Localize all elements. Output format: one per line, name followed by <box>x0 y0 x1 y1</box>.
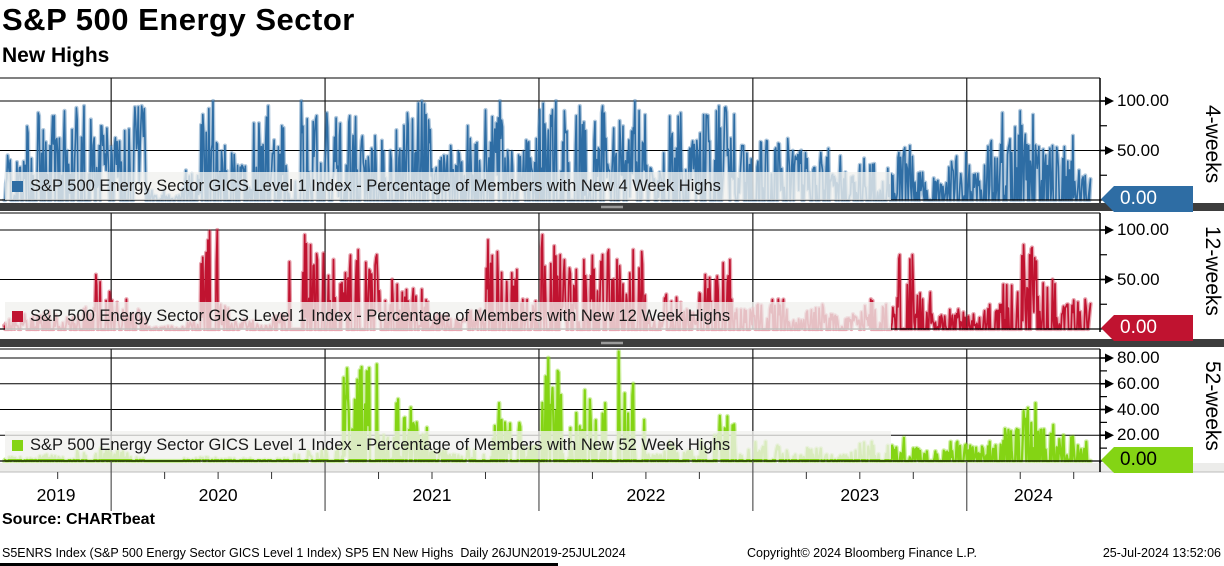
legend-12-weeks[interactable]: S&P 500 Energy Sector GICS Level 1 Index… <box>5 302 891 330</box>
legend-swatch-red-icon <box>12 310 23 322</box>
bottom-strip <box>0 563 558 566</box>
page-title: S&P 500 Energy Sector <box>2 2 355 37</box>
footer-copyright: Copyright© 2024 Bloomberg Finance L.P. <box>747 546 977 560</box>
x-axis-year-label: 2022 <box>626 485 666 505</box>
panel-divider[interactable] <box>0 203 1224 211</box>
last-value-badge-4-weeks: 0.00 <box>1101 186 1193 212</box>
panel-divider[interactable] <box>0 339 1224 347</box>
legend-swatch-green-icon <box>12 439 23 451</box>
legend-label: S&P 500 Energy Sector GICS Level 1 Index… <box>30 306 731 325</box>
legend-label: S&P 500 Energy Sector GICS Level 1 Index… <box>30 176 721 195</box>
divider-handle-icon[interactable] <box>601 205 623 209</box>
source-line: Source: CHARTbeat <box>2 511 155 528</box>
last-value-badge-52-weeks: 0.00 <box>1101 447 1193 473</box>
legend-label: S&P 500 Energy Sector GICS Level 1 Index… <box>30 435 731 454</box>
y-axis-tick-label: 60.00 <box>1117 373 1160 393</box>
y-axis-tick-label: 80.00 <box>1117 348 1160 367</box>
panel-axis-title-52-weeks: 52-weeks <box>1201 361 1224 451</box>
x-axis-year-label: 2021 <box>412 485 452 505</box>
x-axis-year-label: 2019 <box>36 485 76 505</box>
panel-axis-title-12-weeks: 12-weeks <box>1201 226 1224 316</box>
x-axis-year-label: 2024 <box>1013 485 1053 505</box>
legend-swatch-blue-icon <box>12 180 23 192</box>
footer-security-description: S5ENRS Index (S&P 500 Energy Sector GICS… <box>2 546 626 560</box>
y-axis-tick-label: 50.00 <box>1117 269 1160 289</box>
y-axis-tick-label: 100.00 <box>1117 91 1169 110</box>
legend-4-weeks[interactable]: S&P 500 Energy Sector GICS Level 1 Index… <box>5 172 891 200</box>
panel-axis-title-4-weeks: 4-weeks <box>1201 104 1224 184</box>
legend-52-weeks[interactable]: S&P 500 Energy Sector GICS Level 1 Index… <box>5 431 891 459</box>
footer-timestamp: 25-Jul-2024 13:52:06 <box>1102 546 1221 560</box>
divider-handle-icon[interactable] <box>601 341 623 345</box>
page-subtitle: New Highs <box>2 44 110 67</box>
last-value-badge-12-weeks: 0.00 <box>1101 315 1193 341</box>
y-axis-tick-label: 50.00 <box>1117 140 1160 160</box>
y-axis-tick-label: 40.00 <box>1117 399 1160 419</box>
y-axis-tick-label: 20.00 <box>1117 425 1160 445</box>
x-axis-year-label: 2023 <box>840 485 880 505</box>
y-axis-tick-label: 100.00 <box>1117 220 1169 239</box>
x-axis-year-label: 2020 <box>198 485 238 505</box>
